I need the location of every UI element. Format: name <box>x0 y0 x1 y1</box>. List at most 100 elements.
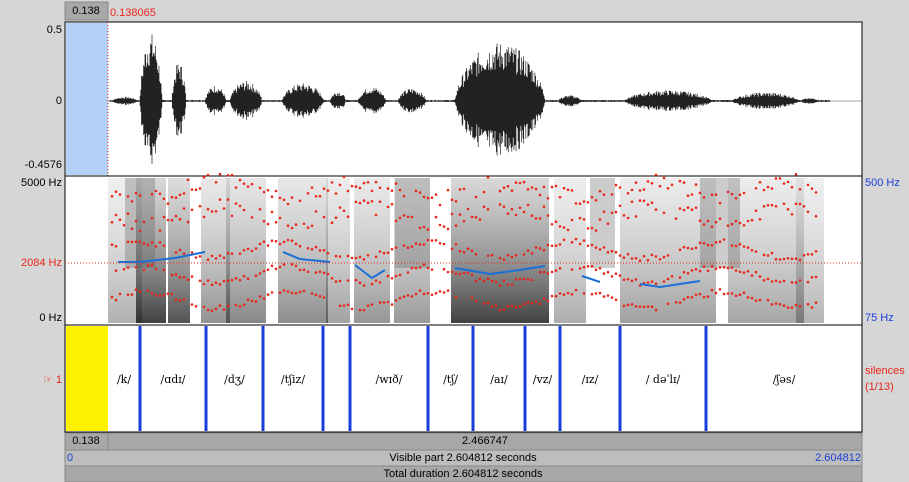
formant-dot <box>239 279 242 282</box>
interval-label: /k/ <box>117 373 131 386</box>
formant-dot <box>231 215 234 218</box>
formant-dot <box>243 182 246 185</box>
formant-dot <box>539 271 542 274</box>
formant-dot <box>795 281 798 284</box>
formant-dot <box>483 206 486 209</box>
formant-dot <box>387 252 390 255</box>
formant-dot <box>807 184 810 187</box>
formant-dot <box>219 173 222 176</box>
formant-dot <box>451 248 454 251</box>
formant-dot <box>539 194 542 197</box>
formant-dot <box>651 280 654 283</box>
formant-dot <box>635 278 638 281</box>
formant-dot <box>635 181 638 184</box>
formant-dot <box>711 194 714 197</box>
formant-dot <box>367 254 370 257</box>
formant-dot <box>703 223 706 226</box>
formant-dot <box>739 293 742 296</box>
formant-dot <box>651 182 654 185</box>
formant-dot <box>319 295 322 298</box>
formant-dot <box>295 243 298 246</box>
formant-dot <box>647 180 650 183</box>
formant-dot <box>663 280 666 283</box>
formant-dot <box>227 252 230 255</box>
formant-dot <box>659 258 662 261</box>
formant-dot <box>271 239 274 242</box>
formant-dot <box>515 306 518 309</box>
formant-dot <box>235 186 238 189</box>
formant-dot <box>795 257 798 260</box>
formant-dot <box>439 204 442 207</box>
formant-dot <box>559 267 562 270</box>
formant-dot <box>555 269 558 272</box>
formant-dot <box>723 238 726 241</box>
formant-dot <box>775 205 778 208</box>
formant-dot <box>351 185 354 188</box>
formant-dot <box>683 209 686 212</box>
formant-dot <box>775 258 778 261</box>
selected-interval[interactable] <box>66 326 108 431</box>
total-duration: Total duration 2.604812 seconds <box>383 468 543 480</box>
pitch-top-label: 500 Hz <box>865 177 900 189</box>
formant-dot <box>363 284 366 287</box>
formant-dot <box>435 292 438 295</box>
formant-dot <box>807 303 810 306</box>
formant-dot <box>219 304 222 307</box>
formant-dot <box>183 276 186 279</box>
formant-dot <box>135 288 138 291</box>
formant-dot <box>655 282 658 285</box>
formant-dot <box>263 297 266 300</box>
formant-dot <box>427 292 430 295</box>
interval-label: /tʃiz/ <box>281 373 305 386</box>
formant-dot <box>531 302 534 305</box>
formant-dot <box>691 208 694 211</box>
formant-dot <box>815 191 818 194</box>
formant-dot <box>303 290 306 293</box>
formant-dot <box>583 218 586 221</box>
formant-dot <box>679 276 682 279</box>
formant-dot <box>267 189 270 192</box>
formant-dot <box>655 255 658 258</box>
formant-dot <box>535 217 538 220</box>
formant-dot <box>487 208 490 211</box>
formant-dot <box>699 219 702 222</box>
formant-dot <box>763 254 766 257</box>
interval-label: /dʒ/ <box>224 373 245 386</box>
formant-dot <box>815 215 818 218</box>
formant-dot <box>679 207 682 210</box>
formant-dot <box>263 270 266 273</box>
formant-dot <box>595 269 598 272</box>
formant-dot <box>447 189 450 192</box>
formant-dot <box>159 193 162 196</box>
formant-dot <box>651 201 654 204</box>
formant-dot <box>363 199 366 202</box>
formant-dot <box>443 243 446 246</box>
formant-dot <box>719 202 722 205</box>
formant-dot <box>543 186 546 189</box>
formant-dot <box>563 239 566 242</box>
formant-dot <box>575 202 578 205</box>
formant-dot <box>783 258 786 261</box>
formant-dot <box>735 295 738 298</box>
remaining-duration: 2.466747 <box>462 435 508 447</box>
formant-dot <box>343 304 346 307</box>
formant-dot <box>707 295 710 298</box>
formant-dot <box>355 201 358 204</box>
formant-dot <box>371 200 374 203</box>
formant-dot <box>631 189 634 192</box>
tier-name[interactable]: ☞ 1 <box>43 374 62 386</box>
formant-dot <box>727 267 730 270</box>
formant-dot <box>687 247 690 250</box>
formant-dot <box>579 243 582 246</box>
formant-dot <box>135 240 138 243</box>
formant-dot <box>579 202 582 205</box>
formant-dot <box>343 176 346 179</box>
formant-dot <box>431 294 434 297</box>
formant-dot <box>127 212 130 215</box>
formant-dot <box>355 185 358 188</box>
formant-dot <box>299 269 302 272</box>
formant-dot <box>395 275 398 278</box>
formant-dot <box>359 256 362 259</box>
formant-dot <box>463 272 466 275</box>
fricative-noise <box>395 178 430 268</box>
